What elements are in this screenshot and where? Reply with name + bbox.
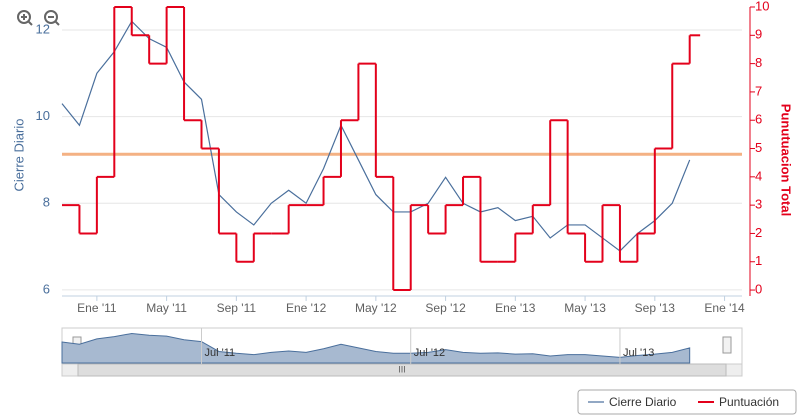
y-tick-label: 6 [43, 281, 50, 296]
y2-tick-label: 3 [755, 197, 762, 212]
y-axis-title: Cierre Diario [11, 119, 26, 192]
y-tick-label: 8 [43, 195, 50, 210]
x-tick-label: Ene '11 [77, 301, 117, 315]
x-tick-label: Sep '11 [217, 301, 257, 315]
y-tick-label: 10 [36, 108, 50, 123]
y2-tick-label: 7 [755, 83, 762, 98]
y2-tick-label: 8 [755, 55, 762, 70]
navigator-tick-label: Jul '11 [204, 347, 235, 359]
zoom-out-icon [48, 16, 60, 26]
x-tick-label: Sep '12 [425, 301, 466, 315]
y-tick-label: 12 [36, 21, 50, 36]
y2-tick-label: 9 [755, 27, 762, 42]
x-tick-label: Ene '12 [286, 301, 327, 315]
y2-tick-label: 6 [755, 112, 762, 127]
navigator-tick-label: Jul '13 [623, 347, 654, 359]
legend-label[interactable]: Puntuación [719, 395, 779, 409]
y2-tick-label: 10 [755, 0, 769, 13]
y2-tick-label: 4 [755, 168, 762, 183]
scrollbar-grip: III [398, 364, 406, 374]
x-tick-label: Sep '13 [635, 301, 676, 315]
legend-label[interactable]: Cierre Diario [609, 395, 677, 409]
x-tick-label: Ene '14 [704, 301, 745, 315]
navigator-tick-label: Jul '12 [414, 347, 445, 359]
zoom-in-icon [21, 14, 33, 26]
x-tick-label: May '12 [355, 301, 397, 315]
x-tick-label: May '11 [146, 301, 187, 315]
legend [577, 389, 797, 415]
scrollbar-thumb[interactable] [77, 363, 727, 377]
navigator-handle[interactable] [722, 336, 732, 354]
y2-tick-label: 2 [755, 225, 762, 240]
navigator-area [61, 332, 691, 364]
x-tick-label: Ene '13 [495, 301, 536, 315]
zoom-out[interactable] [44, 10, 58, 24]
y2-tick-label: 5 [755, 140, 762, 155]
zoom-controls[interactable] [17, 10, 60, 26]
y2-tick-label: 0 [755, 281, 762, 296]
x-tick-label: May '13 [564, 301, 606, 315]
y2-axis-title: Punutuacion Total [779, 104, 794, 216]
y2-tick-label: 1 [755, 253, 762, 268]
zoom-in[interactable] [17, 10, 31, 24]
